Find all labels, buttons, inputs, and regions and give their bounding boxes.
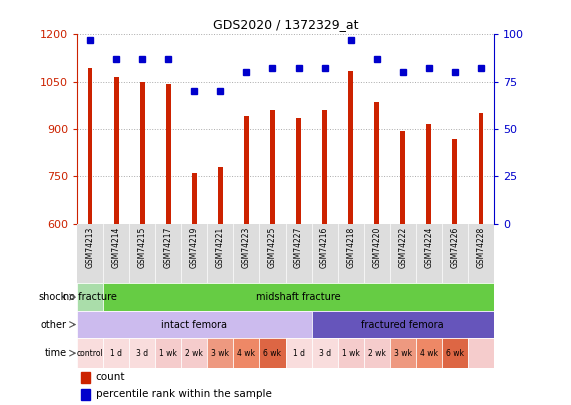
Text: 1 d: 1 d <box>292 349 304 358</box>
Text: 2 wk: 2 wk <box>368 349 385 358</box>
Text: GDS2020 / 1372329_at: GDS2020 / 1372329_at <box>213 18 358 31</box>
Text: GSM74226: GSM74226 <box>451 227 459 268</box>
Bar <box>452 139 457 224</box>
Bar <box>478 113 483 224</box>
Text: other: other <box>41 320 67 330</box>
Text: GSM74215: GSM74215 <box>138 227 147 268</box>
Text: GSM74225: GSM74225 <box>268 227 277 268</box>
Text: GSM74218: GSM74218 <box>346 227 355 268</box>
Bar <box>192 173 196 224</box>
Bar <box>155 338 182 368</box>
Text: 1 wk: 1 wk <box>159 349 177 358</box>
Text: 4 wk: 4 wk <box>238 349 255 358</box>
Text: no fracture: no fracture <box>63 292 117 302</box>
Text: GSM74221: GSM74221 <box>216 227 225 268</box>
Bar <box>77 338 103 368</box>
Bar <box>207 338 234 368</box>
Text: percentile rank within the sample: percentile rank within the sample <box>96 389 272 399</box>
Text: GSM74216: GSM74216 <box>320 227 329 268</box>
Bar <box>270 110 275 224</box>
Text: 3 wk: 3 wk <box>211 349 230 358</box>
Bar <box>390 338 416 368</box>
Text: GSM74213: GSM74213 <box>86 227 95 268</box>
Bar <box>286 338 312 368</box>
Text: control: control <box>77 349 103 358</box>
Bar <box>400 131 405 224</box>
Bar <box>81 372 90 383</box>
Bar <box>468 338 494 368</box>
Bar <box>114 77 119 224</box>
Text: GSM74228: GSM74228 <box>476 227 485 268</box>
Text: GSM74217: GSM74217 <box>164 227 173 268</box>
Bar <box>416 338 442 368</box>
Text: time: time <box>45 348 67 358</box>
Text: GSM74222: GSM74222 <box>398 227 407 268</box>
Text: 6 wk: 6 wk <box>446 349 464 358</box>
Bar <box>182 338 207 368</box>
Bar <box>259 338 286 368</box>
Text: 6 wk: 6 wk <box>263 349 282 358</box>
Bar <box>296 118 301 224</box>
Text: 1 d: 1 d <box>110 349 122 358</box>
Bar <box>427 124 431 224</box>
Text: shock: shock <box>38 292 67 302</box>
Bar <box>77 284 103 311</box>
Bar <box>322 110 327 224</box>
Text: GSM74223: GSM74223 <box>242 227 251 268</box>
Text: 4 wk: 4 wk <box>420 349 438 358</box>
Text: intact femora: intact femora <box>162 320 227 330</box>
Bar <box>140 82 144 224</box>
Bar <box>337 338 364 368</box>
Bar <box>364 338 389 368</box>
Text: GSM74219: GSM74219 <box>190 227 199 268</box>
Bar <box>81 389 90 400</box>
Bar <box>218 167 223 224</box>
Bar <box>234 338 259 368</box>
Bar <box>244 116 249 224</box>
Text: 1 wk: 1 wk <box>341 349 360 358</box>
Bar <box>312 311 494 338</box>
Text: 2 wk: 2 wk <box>186 349 203 358</box>
Bar <box>77 311 312 338</box>
Bar <box>312 338 337 368</box>
Text: midshaft fracture: midshaft fracture <box>256 292 341 302</box>
Text: count: count <box>96 372 126 382</box>
Text: 3 d: 3 d <box>319 349 331 358</box>
Text: GSM74224: GSM74224 <box>424 227 433 268</box>
Text: fractured femora: fractured femora <box>361 320 444 330</box>
Text: GSM74220: GSM74220 <box>372 227 381 268</box>
Bar <box>348 71 353 224</box>
Text: 3 wk: 3 wk <box>394 349 412 358</box>
Text: 3 d: 3 d <box>136 349 148 358</box>
Bar <box>166 84 171 224</box>
Bar <box>88 68 93 224</box>
Bar <box>442 338 468 368</box>
Text: GSM74214: GSM74214 <box>112 227 120 268</box>
Text: GSM74227: GSM74227 <box>294 227 303 268</box>
Bar <box>129 338 155 368</box>
Bar <box>103 338 129 368</box>
Bar <box>375 102 379 224</box>
